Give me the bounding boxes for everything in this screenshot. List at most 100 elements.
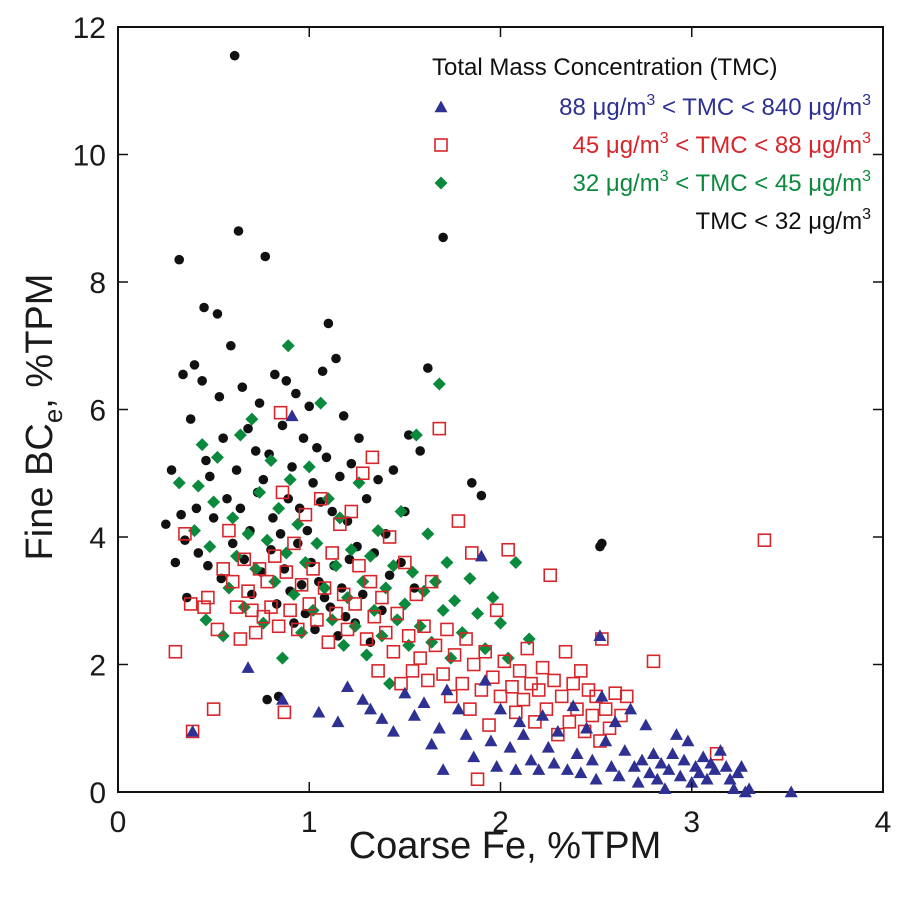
open-square-point xyxy=(352,558,366,573)
diamond-point xyxy=(352,476,366,490)
open-square-point xyxy=(474,683,489,697)
triangle-point xyxy=(639,718,653,731)
y-tick-label: 10 xyxy=(73,140,106,173)
circle-point xyxy=(189,360,200,370)
open-square-point xyxy=(248,625,263,640)
diamond-point xyxy=(486,591,500,605)
diamond-point xyxy=(245,412,259,426)
open-square-point xyxy=(401,629,416,643)
open-square-point xyxy=(382,530,397,544)
legend-label-superscript: 3 xyxy=(862,206,871,223)
diamond-point xyxy=(207,495,221,509)
open-square-point xyxy=(585,708,600,723)
triangle-point xyxy=(285,409,299,422)
open-square-point xyxy=(478,644,493,659)
circle-point xyxy=(361,493,372,504)
diamond-point xyxy=(321,492,335,506)
triangle-point xyxy=(727,782,741,795)
diamond-point xyxy=(509,556,523,569)
diamond-point xyxy=(295,626,309,640)
open-square-point xyxy=(398,555,412,570)
diamond-point xyxy=(394,505,408,518)
triangle-point xyxy=(560,763,574,775)
diamond-point xyxy=(210,450,224,464)
y-tick-label: 0 xyxy=(89,777,106,810)
triangle-point xyxy=(241,661,255,673)
diamond-point xyxy=(409,428,423,442)
legend-label-part: μg/m xyxy=(593,94,647,121)
open-square-point xyxy=(183,597,198,611)
legend-label-superscript: 3 xyxy=(660,130,669,147)
data-points xyxy=(161,50,798,798)
diamond-point xyxy=(237,600,251,614)
triangle-point xyxy=(627,760,641,772)
open-square-point xyxy=(531,683,546,697)
open-square-point xyxy=(313,491,328,506)
triangle-point xyxy=(696,750,710,763)
open-square-point xyxy=(359,632,374,646)
y-axis-title-subscript: e xyxy=(38,409,68,423)
open-square-point xyxy=(375,590,389,605)
open-square-point xyxy=(539,702,554,716)
circle-point xyxy=(268,513,278,523)
diamond-point xyxy=(264,454,278,467)
x-tick-label: 2 xyxy=(492,806,509,839)
diamond-point xyxy=(494,616,507,630)
open-square-point xyxy=(271,619,286,634)
open-square-point xyxy=(602,721,617,736)
diamond-point xyxy=(233,428,247,442)
circle-point xyxy=(260,251,271,262)
open-square-point xyxy=(367,609,382,624)
open-square-point xyxy=(229,600,244,614)
circle-point xyxy=(226,340,236,351)
legend-label-superscript: 3 xyxy=(660,168,669,185)
diamond-point xyxy=(383,677,397,691)
open-square-point xyxy=(432,421,447,436)
triangle-point xyxy=(186,724,200,737)
circle-point xyxy=(227,538,238,549)
open-square-point xyxy=(355,466,370,481)
open-square-point xyxy=(348,597,362,611)
triangle-point xyxy=(474,549,488,562)
y-axis-title-tail: , %TPM xyxy=(19,274,61,409)
diamond-point xyxy=(275,651,289,665)
series-diamond xyxy=(172,339,536,691)
triangle-point xyxy=(631,775,645,788)
triangle-point xyxy=(589,772,603,785)
open-square-point xyxy=(321,635,336,649)
open-square-point xyxy=(505,680,519,694)
open-square-point xyxy=(413,651,427,665)
open-square-point xyxy=(302,597,317,611)
legend-label-part: 45 xyxy=(573,132,606,159)
open-square-point xyxy=(405,664,420,678)
triangle-point xyxy=(467,750,481,763)
circle-point xyxy=(178,369,188,380)
circle-point xyxy=(222,493,232,504)
open-square-point xyxy=(336,587,351,602)
triangle-point xyxy=(734,760,748,772)
open-square-point xyxy=(298,507,313,522)
y-tick-label: 8 xyxy=(89,267,106,300)
diamond-point xyxy=(195,438,209,452)
circle-point xyxy=(185,414,196,424)
triangle-point xyxy=(618,744,632,756)
triangle-point xyxy=(566,699,580,712)
open-square-point xyxy=(264,600,278,614)
triangle-point xyxy=(478,673,492,686)
diamond-point xyxy=(272,501,286,515)
triangle-point xyxy=(551,724,565,737)
diamond-point xyxy=(302,460,316,474)
diamond-point xyxy=(279,546,293,560)
triangle-point xyxy=(593,629,607,642)
triangle-point xyxy=(650,772,664,785)
circle-point xyxy=(208,513,219,523)
triangle-point xyxy=(692,766,706,779)
circle-point xyxy=(340,611,351,622)
triangle-point xyxy=(643,766,657,779)
triangle-point xyxy=(532,763,546,775)
diamond-point xyxy=(329,559,343,573)
open-square-point xyxy=(598,702,613,716)
legend-label-part: TMC < 32 xyxy=(696,208,809,235)
legend-marker-diamond xyxy=(434,176,448,190)
open-square-point xyxy=(528,715,542,729)
